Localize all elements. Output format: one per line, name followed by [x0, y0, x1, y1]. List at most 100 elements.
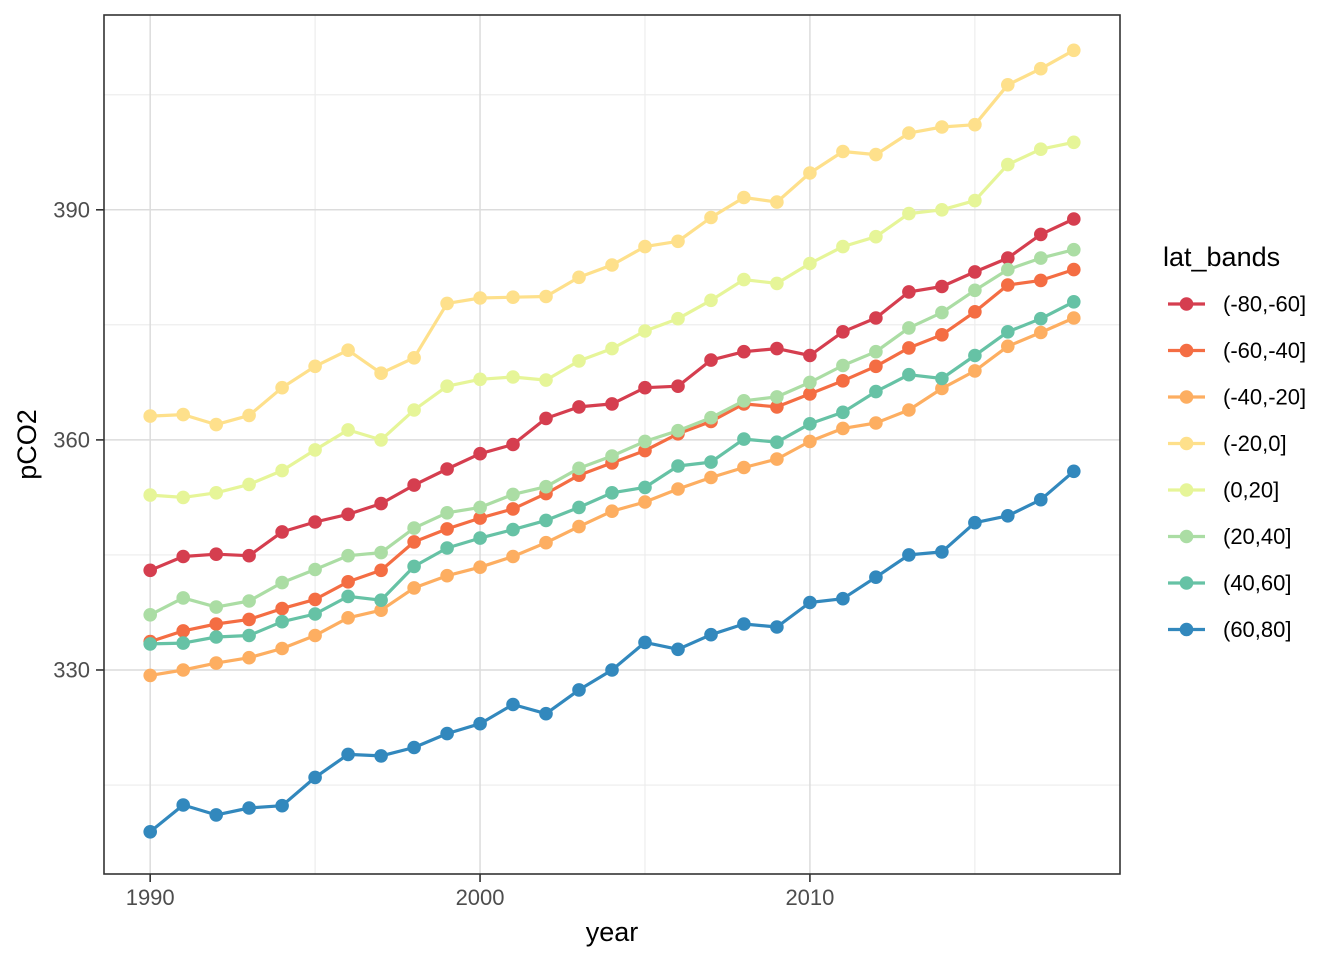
data-point: [209, 617, 223, 631]
data-point: [968, 348, 982, 363]
data-point: [869, 344, 883, 359]
data-point: [671, 234, 685, 249]
data-point: [308, 359, 322, 374]
data-point: [638, 480, 652, 495]
data-point: [605, 486, 619, 500]
data-point: [209, 656, 223, 670]
data-point: [242, 408, 256, 423]
legend-item-label: (60,80]: [1223, 617, 1292, 642]
data-point: [143, 668, 157, 683]
data-point: [1001, 262, 1015, 277]
data-point: [836, 405, 850, 420]
data-point: [935, 305, 949, 320]
x-tick-label: 2000: [456, 885, 505, 910]
data-point: [902, 206, 916, 221]
data-point: [176, 624, 190, 638]
data-point: [869, 570, 883, 584]
data-point: [143, 825, 157, 839]
data-point: [737, 394, 751, 408]
data-point: [968, 265, 982, 279]
data-point: [440, 296, 454, 311]
data-point: [770, 452, 784, 466]
data-point: [506, 290, 520, 305]
data-point: [605, 341, 619, 356]
data-point: [242, 477, 256, 492]
data-point: [506, 502, 520, 516]
data-point: [1034, 311, 1048, 326]
data-point: [473, 291, 487, 305]
data-point: [1067, 464, 1081, 479]
data-point: [209, 808, 223, 822]
data-point: [671, 311, 685, 326]
data-point: [539, 479, 553, 494]
data-point: [803, 348, 817, 363]
data-point: [242, 594, 256, 608]
legend-item-label: (0,20]: [1223, 478, 1279, 503]
data-point: [968, 117, 982, 132]
data-point: [506, 370, 520, 384]
data-point: [242, 650, 256, 665]
data-point: [869, 384, 883, 399]
data-point: [275, 525, 289, 539]
legend-item-label: (40,60]: [1223, 571, 1292, 596]
data-point: [407, 535, 421, 549]
legend-key-point: [1179, 436, 1194, 451]
legend-key-point: [1179, 297, 1194, 311]
data-point: [737, 272, 751, 287]
legend-items: (-80,-60] (-60,-40] (-40,-20] (-20,0] (0,20]…: [1168, 292, 1306, 642]
data-point: [275, 614, 289, 629]
data-point: [440, 462, 454, 476]
data-point: [770, 400, 784, 414]
legend-item-label: (-20,0]: [1223, 431, 1287, 456]
data-point: [638, 434, 652, 449]
data-point: [605, 449, 619, 463]
legend-item: (60,80]: [1168, 617, 1292, 642]
data-point: [572, 500, 586, 515]
data-point: [539, 513, 553, 528]
data-point: [473, 531, 487, 545]
data-point: [374, 496, 388, 511]
data-point: [803, 434, 817, 449]
major-gridlines: [104, 15, 1120, 874]
data-point: [572, 270, 586, 285]
data-point: [1034, 251, 1048, 265]
data-point: [605, 663, 619, 677]
data-point: [572, 354, 586, 368]
data-point: [308, 562, 322, 577]
data-point: [176, 663, 190, 677]
data-point: [836, 144, 850, 159]
data-point: [671, 379, 685, 394]
data-point: [176, 636, 190, 650]
data-point: [440, 568, 454, 583]
data-point: [935, 203, 949, 217]
data-point: [1001, 509, 1015, 523]
data-point: [308, 607, 322, 621]
axis-ticks: [96, 209, 811, 882]
data-point: [506, 549, 520, 564]
data-point: [209, 417, 223, 432]
data-point: [902, 341, 916, 355]
data-point: [275, 601, 289, 616]
minor-gridlines: [104, 15, 1120, 874]
data-point: [473, 446, 487, 461]
data-point: [407, 521, 421, 535]
data-point: [440, 506, 454, 520]
data-point: [1001, 278, 1015, 292]
legend-item: (40,60]: [1168, 571, 1292, 596]
data-point: [374, 366, 388, 381]
data-point: [1001, 251, 1015, 265]
data-point: [803, 375, 817, 390]
data-point: [473, 560, 487, 574]
data-point: [473, 372, 487, 387]
data-point: [539, 535, 553, 550]
data-point: [242, 801, 256, 815]
data-point: [308, 443, 322, 457]
data-point: [308, 770, 322, 785]
data-point: [605, 504, 619, 518]
data-point: [1034, 325, 1048, 340]
data-point: [209, 547, 223, 561]
y-axis-title: pCO2: [12, 409, 42, 480]
legend-item: (0,20]: [1168, 478, 1279, 503]
data-point: [1034, 142, 1048, 156]
